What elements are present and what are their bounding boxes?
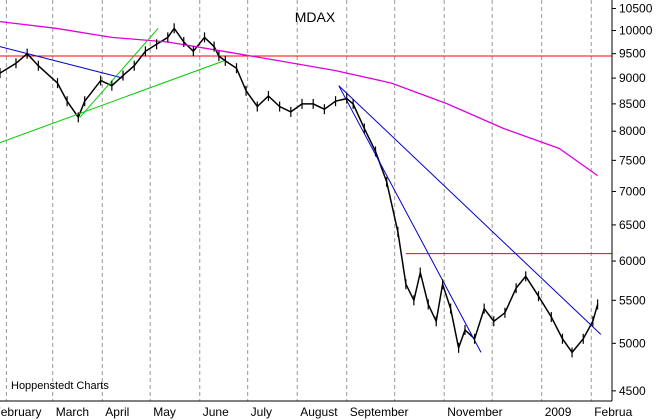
- trend-green-line: [0, 60, 224, 144]
- y-tick-label: 8000: [619, 124, 646, 138]
- x-tick-label: September: [350, 405, 409, 419]
- vertical-grid: [5, 0, 592, 401]
- chart-title: MDAX: [295, 9, 336, 25]
- trend-blue-line: [338, 85, 602, 335]
- trend-green-line: [79, 27, 159, 118]
- resistance-lines: [0, 55, 612, 255]
- y-tick-label: 10000: [619, 24, 653, 38]
- x-tick-label: June: [203, 405, 229, 419]
- x-tick-label: 2009: [545, 405, 572, 419]
- x-tick-label: February: [0, 405, 41, 419]
- x-tick-label: November: [447, 405, 502, 419]
- x-tick-label: April: [105, 405, 129, 419]
- x-tick-label: May: [153, 405, 176, 419]
- trend-blue-line: [0, 46, 124, 79]
- y-axis: 10500 10000 9500 9000 8500 8000 7500 7000 6500 60…: [612, 2, 653, 398]
- y-tick-label: 8500: [619, 97, 646, 111]
- y-tick-label: 7500: [619, 153, 646, 167]
- chart-footer: Hoppenstedt Charts: [11, 380, 109, 392]
- x-tick-label: March: [56, 405, 89, 419]
- y-tick-label: 5500: [619, 293, 646, 307]
- y-tick-label: 10500: [619, 2, 653, 16]
- x-tick-label: July: [251, 405, 272, 419]
- y-tick-label: 6500: [619, 218, 646, 232]
- y-tick-label: 6000: [619, 254, 646, 268]
- x-axis: February March April May June July August Septe…: [0, 405, 633, 419]
- series-layer: [0, 20, 602, 358]
- y-tick-label: 4500: [619, 384, 646, 398]
- x-tick-label: Februa: [594, 405, 632, 419]
- moving-average-line: [0, 20, 598, 177]
- x-tick-label: August: [300, 405, 338, 419]
- y-tick-label: 7000: [619, 184, 646, 198]
- trend-blue-line: [338, 85, 482, 353]
- y-tick-label: 5000: [619, 336, 646, 350]
- y-tick-label: 9500: [619, 47, 646, 61]
- y-tick-label: 9000: [619, 71, 646, 85]
